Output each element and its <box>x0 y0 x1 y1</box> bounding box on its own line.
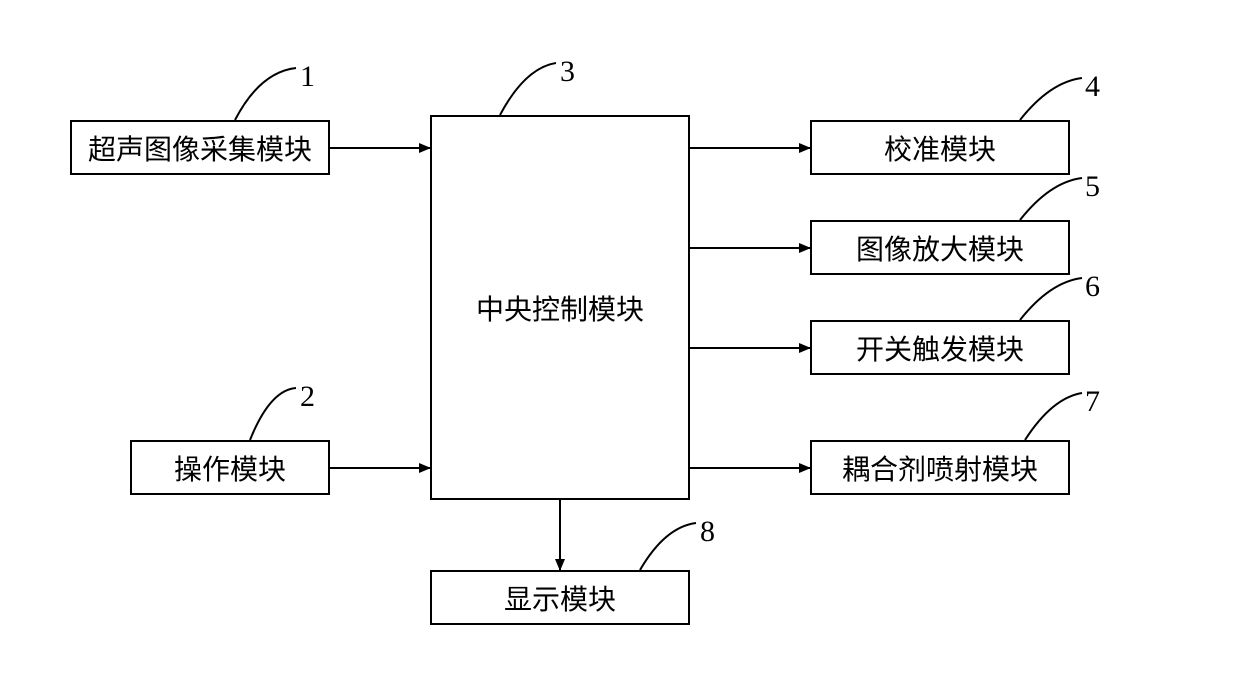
callout-label-n7: 7 <box>1085 385 1100 419</box>
callout-label-n4: 4 <box>1085 70 1100 104</box>
callout-label-n2: 2 <box>300 380 315 414</box>
callout-curve-n4 <box>1020 78 1082 120</box>
node-label: 中央控制模块 <box>476 288 644 328</box>
node-n7: 耦合剂喷射模块 <box>810 440 1070 495</box>
node-n2: 操作模块 <box>130 440 330 495</box>
node-label: 图像放大模块 <box>856 228 1024 268</box>
node-n8: 显示模块 <box>430 570 690 625</box>
node-n4: 校准模块 <box>810 120 1070 175</box>
callout-curve-n2 <box>250 388 296 440</box>
node-label: 操作模块 <box>174 448 286 488</box>
node-label: 超声图像采集模块 <box>88 128 312 168</box>
node-label: 开关触发模块 <box>856 328 1024 368</box>
callout-curve-n8 <box>640 523 696 570</box>
node-label: 耦合剂喷射模块 <box>842 448 1038 488</box>
node-n1: 超声图像采集模块 <box>70 120 330 175</box>
node-label: 校准模块 <box>884 128 996 168</box>
callout-curve-n1 <box>235 68 296 120</box>
node-n6: 开关触发模块 <box>810 320 1070 375</box>
callout-label-n5: 5 <box>1085 170 1100 204</box>
callout-label-n8: 8 <box>700 515 715 549</box>
node-n3: 中央控制模块 <box>430 115 690 500</box>
callout-curve-n5 <box>1020 178 1082 220</box>
node-n5: 图像放大模块 <box>810 220 1070 275</box>
callout-label-n6: 6 <box>1085 270 1100 304</box>
callout-curve-n3 <box>500 63 556 115</box>
node-label: 显示模块 <box>504 578 616 618</box>
callout-label-n1: 1 <box>300 60 315 94</box>
callout-label-n3: 3 <box>560 55 575 89</box>
callout-curve-n6 <box>1020 278 1082 320</box>
callout-curve-n7 <box>1025 393 1082 440</box>
